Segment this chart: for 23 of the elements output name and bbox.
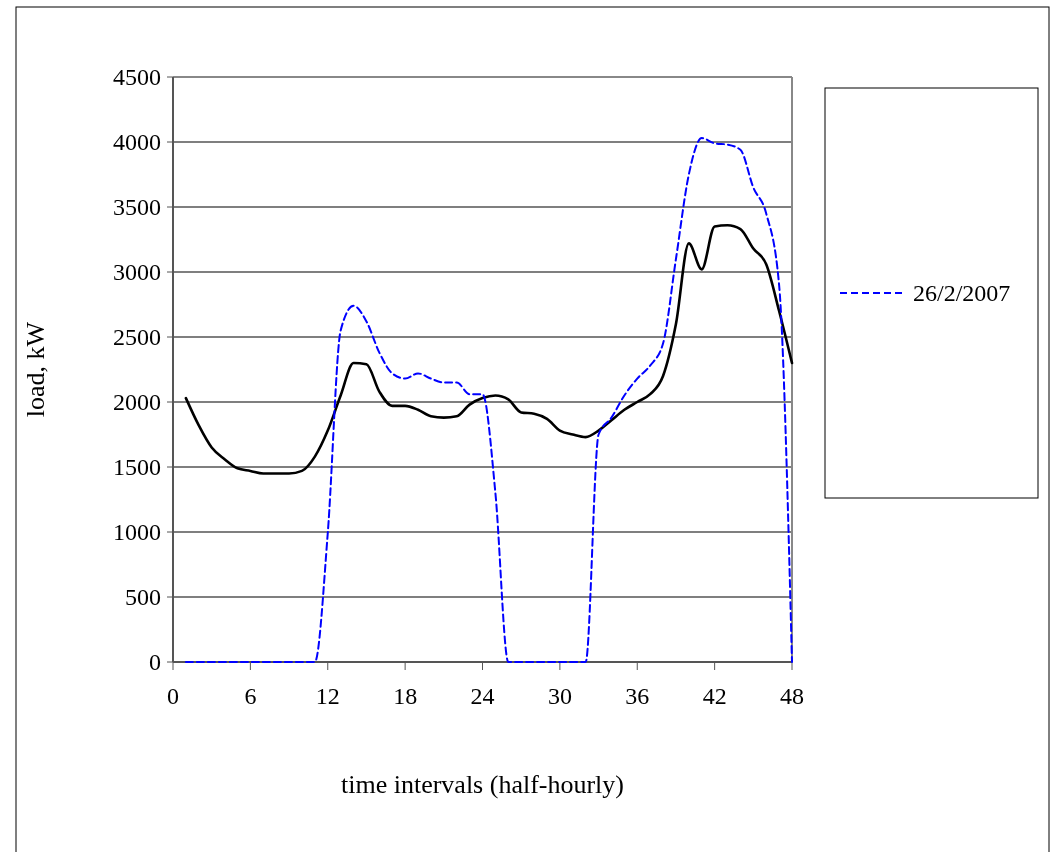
y-tick-label: 2500	[113, 324, 161, 351]
x-tick-label: 0	[167, 683, 179, 709]
y-tick-label: 4000	[113, 129, 161, 156]
x-tick-label: 48	[780, 683, 804, 709]
y-tick-label: 4500	[113, 64, 161, 91]
x-tick-label: 30	[547, 683, 572, 709]
line-series	[184, 137, 793, 663]
y-tick-label: 500	[125, 584, 161, 611]
y-tick-label: 2000	[113, 389, 161, 416]
x-axis-title: time intervals (half-hourly)	[340, 770, 625, 799]
legend-label: 26/2/2007	[913, 280, 1011, 307]
y-tick-label: 1000	[113, 519, 161, 546]
y-tick-label: 1500	[113, 454, 161, 481]
x-tick-label: 18	[393, 683, 418, 709]
x-tick-label: 36	[625, 683, 650, 709]
x-tick-label: 6	[244, 683, 257, 709]
y-tick-label: 0	[149, 649, 161, 676]
x-tick-label: 42	[702, 683, 727, 709]
y-tick-label: 3000	[113, 259, 161, 286]
y-tick-label: 3500	[113, 194, 161, 221]
x-tick-label: 12	[315, 683, 340, 709]
y-axis-title: load, kW	[21, 321, 50, 418]
x-tick-label: 24	[470, 683, 495, 709]
